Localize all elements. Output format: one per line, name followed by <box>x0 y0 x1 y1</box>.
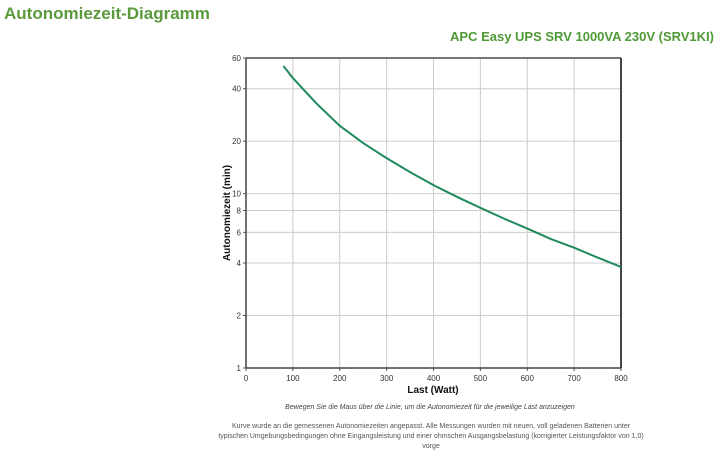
product-title: APC Easy UPS SRV 1000VA 230V (SRV1KI) <box>450 29 714 44</box>
chart-grid <box>246 58 621 368</box>
chart-tick-labels: 0 100 200 300 400 500 600 700 800 1 2 4 6 8 10 20 40 60 <box>232 54 628 383</box>
x-tick-label: 700 <box>567 374 581 383</box>
x-tick-label: 0 <box>244 374 249 383</box>
x-tick-label: 600 <box>521 374 535 383</box>
y-tick-label: 4 <box>237 259 242 268</box>
measurement-note: Kurve wurde an die gemessenen Autonomiez… <box>218 423 644 450</box>
y-tick-label: 6 <box>237 228 242 237</box>
x-axis-label: Last (Watt) <box>407 385 458 396</box>
y-tick-label: 8 <box>237 207 242 216</box>
x-tick-label: 300 <box>380 374 394 383</box>
x-tick-label: 800 <box>614 374 628 383</box>
y-tick-label: 60 <box>232 54 241 63</box>
y-tick-label: 40 <box>232 85 241 94</box>
hover-hint: Bewegen Sie die Maus über die Linie, um … <box>285 404 575 411</box>
chart-axes <box>243 57 622 371</box>
x-tick-label: 100 <box>286 374 300 383</box>
y-tick-label: 20 <box>232 137 241 146</box>
y-axis-label: Autonomiezeit (min) <box>222 165 233 261</box>
y-tick-label: 2 <box>237 312 242 321</box>
y-tick-label: 10 <box>232 190 241 199</box>
x-tick-label: 500 <box>474 374 488 383</box>
runtime-curve[interactable] <box>282 65 622 268</box>
y-tick-label: 1 <box>237 364 242 373</box>
page-title: Autonomiezeit-Diagramm <box>4 4 210 23</box>
x-tick-label: 400 <box>427 374 441 383</box>
x-tick-label: 200 <box>333 374 347 383</box>
